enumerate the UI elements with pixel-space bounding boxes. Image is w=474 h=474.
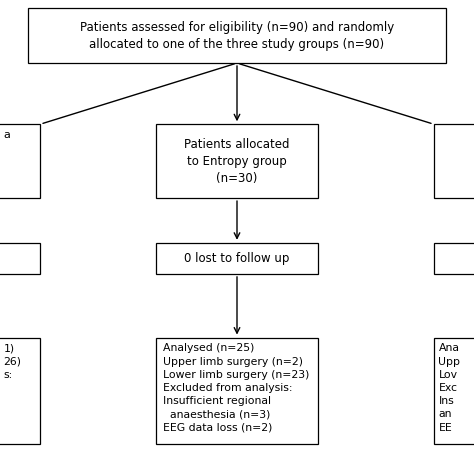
Text: a: a (3, 130, 10, 140)
Text: Patients assessed for eligibility (n=90) and randomly
allocated to one of the th: Patients assessed for eligibility (n=90)… (80, 20, 394, 51)
Bar (156, 243, 318, 274)
Bar (434, 338, 474, 445)
Bar (28, 8, 446, 63)
Text: 1)
26)
s:: 1) 26) s: (3, 343, 21, 380)
Bar (0, 338, 40, 445)
Bar (434, 124, 474, 198)
Bar (156, 338, 318, 445)
Text: Patients allocated
to Entropy group
(n=30): Patients allocated to Entropy group (n=3… (184, 137, 290, 185)
Bar (0, 124, 40, 198)
Bar (0, 243, 40, 274)
Text: Ana
Upp
Lov
Exc
Ins
an
EE: Ana Upp Lov Exc Ins an EE (438, 343, 460, 433)
Text: 0 lost to follow up: 0 lost to follow up (184, 252, 290, 265)
Bar (434, 243, 474, 274)
Bar (156, 124, 318, 198)
Text: Analysed (n=25)
Upper limb surgery (n=2)
Lower limb surgery (n=23)
Excluded from: Analysed (n=25) Upper limb surgery (n=2)… (163, 343, 309, 433)
